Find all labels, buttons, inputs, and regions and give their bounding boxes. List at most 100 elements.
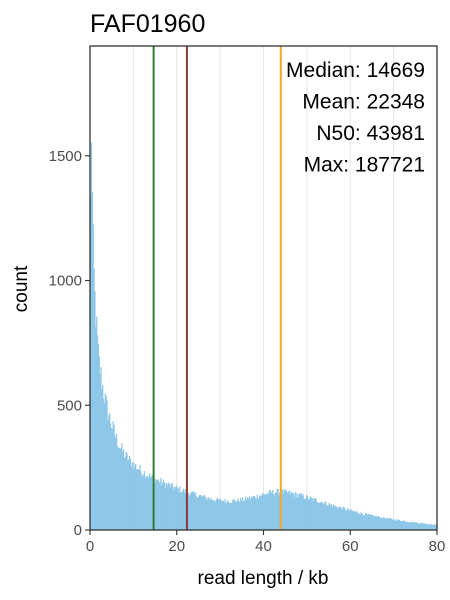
x-axis-title: read length / kb (198, 568, 329, 589)
histogram-bar (129, 458, 132, 530)
y-tick-label: 500 (57, 397, 82, 414)
histogram-bar (303, 498, 305, 530)
histogram-bar (114, 435, 116, 530)
histogram-bar (217, 499, 219, 530)
histogram-bar (264, 495, 266, 530)
histogram-bar (423, 523, 425, 530)
histogram-bar (164, 487, 166, 530)
histogram-bar (201, 496, 204, 530)
histogram-bar (157, 479, 159, 530)
histogram-bar (181, 490, 184, 530)
histogram-bar (423, 523, 426, 530)
histogram-bar (190, 491, 192, 530)
histogram-bar (155, 478, 157, 530)
histogram-bar (286, 493, 289, 530)
statistic-label: Median: (286, 59, 367, 82)
histogram-bar (252, 497, 254, 530)
histogram-bar (282, 493, 284, 530)
histogram-bar (422, 523, 424, 530)
histogram-bar (122, 449, 125, 530)
histogram-bar (223, 502, 225, 530)
histogram-bar (306, 495, 309, 530)
histogram-bar (333, 506, 335, 530)
histogram-bar (138, 469, 140, 530)
histogram-bar (362, 514, 364, 530)
histogram-bar (368, 514, 370, 530)
histogram-bar (225, 501, 227, 530)
histogram-bar (314, 498, 316, 530)
histogram-bar (341, 509, 343, 530)
histogram-bar (161, 484, 163, 530)
histogram-bar (102, 385, 104, 530)
histogram-bar (417, 523, 420, 530)
histogram-bar (235, 502, 237, 530)
histogram-bar (144, 478, 146, 530)
histogram-bar (425, 523, 427, 530)
histogram-bar (415, 522, 417, 530)
y-tick-label: 0 (74, 522, 82, 539)
histogram-bar (317, 502, 319, 530)
axis-ticks: 0 20 40 60 80 0 500 1000 1500 (49, 148, 446, 555)
histogram-bar (277, 488, 279, 530)
histogram-bar (198, 495, 200, 530)
histogram-bar (339, 506, 342, 530)
histogram-bar (324, 502, 326, 530)
histogram-bar (174, 487, 176, 530)
statistic-value: 22348 (367, 91, 425, 114)
histogram-bar (394, 520, 396, 530)
histogram-bar (244, 498, 246, 530)
histogram-bar (162, 479, 165, 530)
histogram-bar (255, 498, 257, 530)
histogram-bar (319, 502, 321, 530)
x-tick-label: 80 (429, 538, 446, 555)
histogram-bar (231, 502, 233, 530)
histogram-bar (340, 508, 342, 530)
histogram-bar (281, 489, 283, 530)
histogram-bar (351, 511, 354, 530)
histogram-bar (410, 522, 412, 530)
histogram-bar (90, 142, 93, 530)
statistic-label: Max: (304, 154, 355, 177)
histogram-bar (432, 524, 434, 530)
histogram-bar (329, 504, 331, 530)
grid-layer (132, 46, 395, 530)
histogram-bar (419, 523, 421, 530)
histogram-bar (162, 482, 164, 530)
histogram-bar (376, 516, 378, 530)
histogram-bar (402, 520, 404, 530)
histogram-bar (218, 500, 220, 530)
histogram-bar (286, 490, 288, 530)
histogram-bar (247, 499, 250, 530)
histogram-bar (416, 522, 418, 530)
histogram-bar (253, 496, 255, 530)
histogram-bar (226, 503, 228, 530)
histogram-bar (232, 499, 234, 530)
histogram-bar (299, 493, 301, 530)
histogram-bar (243, 500, 245, 530)
histogram-bar (103, 398, 105, 530)
histogram-bar (141, 476, 143, 530)
histogram-bar (360, 512, 362, 530)
histogram-bar (371, 515, 374, 530)
histogram-bar (171, 482, 173, 530)
histogram-bar (246, 500, 248, 530)
histogram-bar (429, 524, 431, 530)
histogram-bar (386, 517, 388, 530)
histogram-bar (172, 487, 174, 530)
histogram-bar (414, 523, 416, 530)
y-tick-label: 1000 (49, 273, 82, 290)
histogram-bar (354, 511, 356, 530)
histogram-bar (433, 524, 435, 530)
histogram-bar (434, 524, 436, 530)
histogram-bar (271, 493, 273, 530)
histogram-bar (260, 495, 263, 530)
histogram-bar (268, 490, 270, 530)
histogram-bar (381, 518, 383, 530)
histogram-bar (139, 464, 141, 530)
histogram-bar (273, 493, 275, 530)
histogram-bar (91, 191, 93, 530)
histogram-bar (160, 477, 162, 530)
histogram-bar (207, 499, 209, 530)
